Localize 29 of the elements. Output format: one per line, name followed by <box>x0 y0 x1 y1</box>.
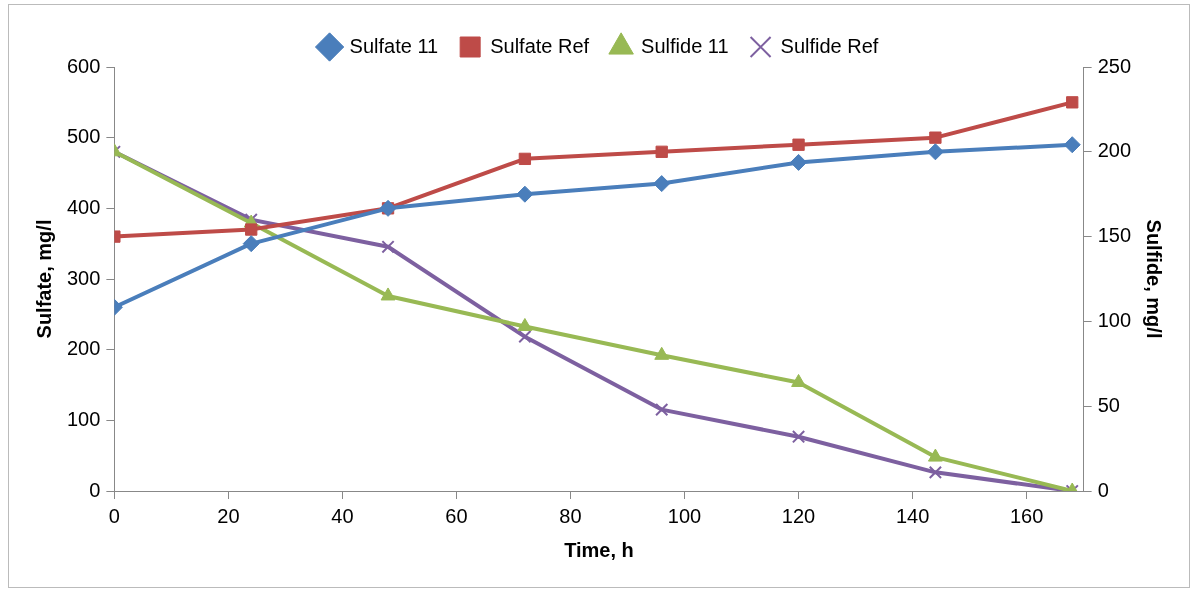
x-tick-label: 160 <box>1009 504 1044 527</box>
y2-tick-label: 150 <box>1097 224 1132 247</box>
legend-label: Sulfide 11 <box>641 34 729 57</box>
y2-tick-label: 50 <box>1097 393 1120 416</box>
y2-tick-label: 200 <box>1097 139 1132 162</box>
x-tick-label: 140 <box>895 504 930 527</box>
x-tick-label: 80 <box>559 504 582 527</box>
y-tick-label: 500 <box>66 125 101 148</box>
y-tick-label: 200 <box>66 337 101 360</box>
x-tick-label: 0 <box>108 504 120 527</box>
y-tick-label: 600 <box>66 54 101 77</box>
y2-tick-label: 250 <box>1097 54 1132 77</box>
x-tick-label: 40 <box>331 504 354 527</box>
legend-label: Sulfate Ref <box>490 34 590 57</box>
x-tick-label: 100 <box>667 504 702 527</box>
y2-tick-label: 0 <box>1097 478 1109 501</box>
y-tick-label: 0 <box>89 478 101 501</box>
x-tick-label: 20 <box>217 504 240 527</box>
y-tick-label: 300 <box>66 266 101 289</box>
x-tick-label: 60 <box>445 504 468 527</box>
x-tick-label: 120 <box>781 504 816 527</box>
x-axis-title: Time, h <box>564 538 634 561</box>
y2-axis-title: Sulfide, mg/l <box>1143 219 1166 339</box>
legend-label: Sulfate 11 <box>349 34 439 57</box>
y-axis-title: Sulfate, mg/l <box>32 219 55 339</box>
legend-label: Sulfide Ref <box>780 34 879 57</box>
y-tick-label: 400 <box>66 195 101 218</box>
y2-tick-label: 100 <box>1097 308 1132 331</box>
y-tick-label: 100 <box>66 407 101 430</box>
